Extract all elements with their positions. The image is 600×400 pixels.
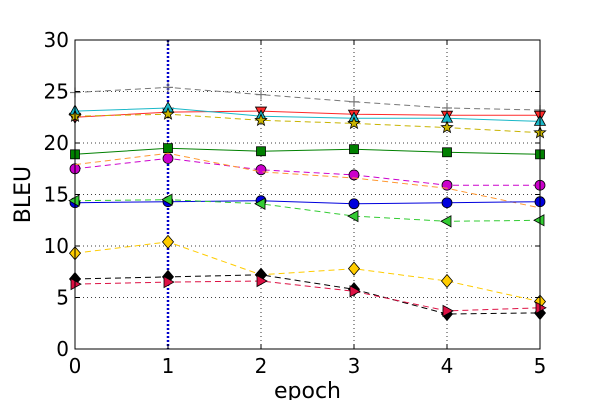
data-point [162,153,174,164]
data-point [348,169,360,181]
data-point [256,146,266,157]
data-point [254,113,268,127]
y-tick-label: 20 [44,131,69,155]
series-9 [68,193,545,228]
series-5 [70,143,545,160]
series-1 [70,82,545,116]
series-6 [69,153,546,191]
x-tick-label: 1 [162,354,175,378]
series-3 [68,101,547,126]
series-line [74,107,541,122]
series-line [74,241,541,303]
series-8 [69,195,546,210]
x-tick-label: 3 [348,354,361,378]
data-point [442,147,452,158]
series-12 [70,274,547,318]
axis-ticks: 0 1 2 3 4 5 0 5 10 15 20 25 30 [44,28,547,378]
series-line [74,152,541,209]
y-tick-label: 15 [44,183,69,207]
data-point [442,304,454,318]
y-tick-label: 10 [44,234,69,258]
data-point [440,215,452,228]
series-7 [74,152,541,209]
series-lines [68,82,547,322]
y-tick-label: 25 [44,80,69,104]
data-point [533,214,545,227]
series-line [74,199,541,222]
y-tick-label: 30 [44,28,69,52]
data-point [163,143,173,154]
data-point [441,197,453,209]
series-line [74,110,540,118]
y-tick-label: 5 [56,286,69,310]
data-point [256,274,268,288]
series-line [74,280,541,312]
data-point [70,277,82,291]
y-tick-label: 0 [56,337,69,361]
data-point [68,194,80,207]
data-point [347,116,361,130]
data-point [440,273,454,289]
data-point [347,261,361,276]
data-point [348,198,360,210]
data-point [255,164,267,176]
series-line [74,157,540,186]
series-11 [68,267,547,322]
data-point [163,275,175,289]
data-point [161,234,175,249]
series-line [74,86,541,111]
x-tick-label: 5 [534,354,547,378]
series-line [74,200,541,205]
data-point [535,301,547,314]
series-line [74,274,541,315]
x-tick-label: 4 [441,354,454,378]
series-line [74,113,541,134]
series-line [74,147,541,155]
x-tick-label: 0 [69,354,82,378]
x-tick-label: 2 [255,354,268,378]
data-point [347,209,359,223]
data-point [161,193,173,206]
data-point [440,120,454,134]
data-point [349,285,361,298]
x-axis-label: epoch [274,379,341,400]
y-axis-label: BLEU [11,166,36,223]
data-point [254,197,266,210]
data-point [349,144,359,155]
data-point [161,107,175,120]
grid-lines [75,40,540,349]
